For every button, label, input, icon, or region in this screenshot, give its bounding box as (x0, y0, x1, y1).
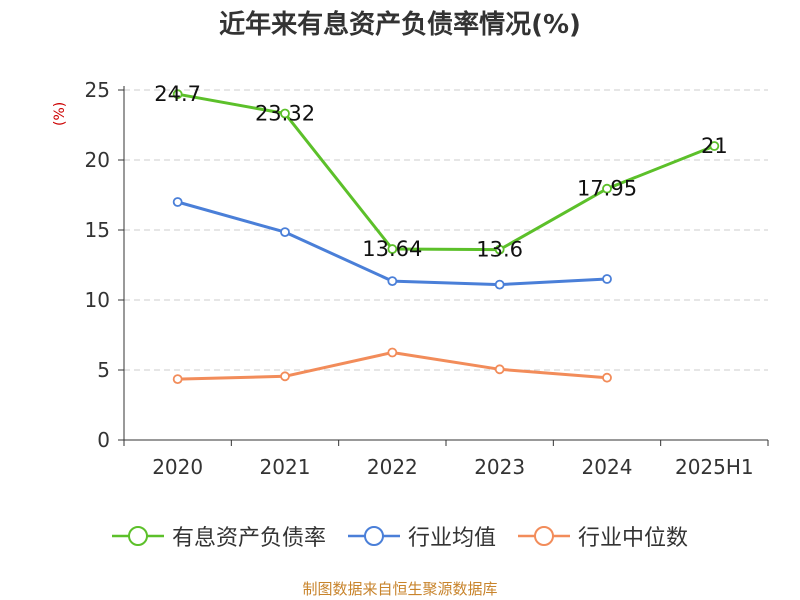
line-chart: 0 5 10 15 20 25 2020 2021 2022 2023 2024 2025H1 24.… (85, 78, 769, 479)
legend-label: 行业中位数 (578, 526, 689, 551)
data-point (280, 371, 290, 382)
data-label: 17.95 (577, 177, 637, 201)
data-point (494, 244, 505, 255)
x-tick-label: 2022 (367, 455, 418, 479)
data-label: 23.32 (255, 102, 315, 126)
y-tick-label: 0 (97, 428, 110, 452)
grid-layer (124, 89, 768, 371)
legend-circle (363, 526, 384, 546)
data-label: 13.6 (476, 238, 523, 262)
data-point (602, 183, 612, 194)
data-point (494, 364, 505, 375)
data-point (387, 276, 398, 287)
legend-item[interactable]: 行业中位数 (518, 520, 688, 552)
legend-label: 行业均值 (407, 526, 496, 551)
x-tick-label: 2021 (260, 455, 311, 479)
source-note: 制图数据来自恒生聚源数据库 (302, 580, 498, 598)
y-tick-label: 10 (85, 288, 110, 312)
y-tick-label: 25 (85, 78, 110, 102)
data-point (172, 197, 183, 207)
data-label: 24.7 (154, 82, 201, 106)
data-point (387, 347, 398, 358)
y-tick-label: 15 (85, 218, 110, 242)
data-point (387, 244, 398, 254)
x-tick-label: 2024 (582, 455, 633, 479)
data-label: 21 (701, 134, 728, 158)
legend-line-marker-icon (347, 526, 400, 546)
data-point (602, 274, 612, 284)
legend: 有息资产负债率 行业均值 行业中位数 (0, 520, 800, 552)
data-point (280, 108, 290, 119)
legend-circle (127, 526, 148, 546)
data-label-layer: 24.7 23.32 13.64 13.6 17.95 21 (154, 82, 727, 261)
x-tick-label: 2025H1 (675, 455, 754, 479)
chart-title: 近年来有息资产负债率情况(%) (219, 10, 581, 40)
series-line (177, 92, 715, 252)
legend-circle (534, 526, 554, 546)
x-tick-label: 2020 (152, 455, 203, 479)
axis-layer: 0 5 10 15 20 25 2020 2021 2022 2023 2024 2025H1 (85, 78, 769, 479)
data-point (172, 89, 183, 100)
y-tick-label: 20 (85, 148, 110, 172)
data-point (494, 279, 505, 290)
data-point (172, 374, 183, 385)
data-point (280, 227, 290, 238)
data-label: 13.64 (362, 237, 422, 261)
series-layer (172, 89, 720, 385)
y-tick-label: 5 (97, 358, 110, 382)
legend-item[interactable]: 有息资产负债率 (111, 520, 326, 552)
legend-item[interactable]: 行业均值 (347, 520, 496, 552)
legend-line-marker-icon (518, 526, 570, 546)
data-point (602, 372, 612, 383)
x-tick-label: 2023 (474, 455, 525, 479)
legend-line-marker-icon (111, 526, 164, 546)
legend-label: 有息资产负债率 (171, 526, 326, 551)
data-point (709, 141, 720, 151)
